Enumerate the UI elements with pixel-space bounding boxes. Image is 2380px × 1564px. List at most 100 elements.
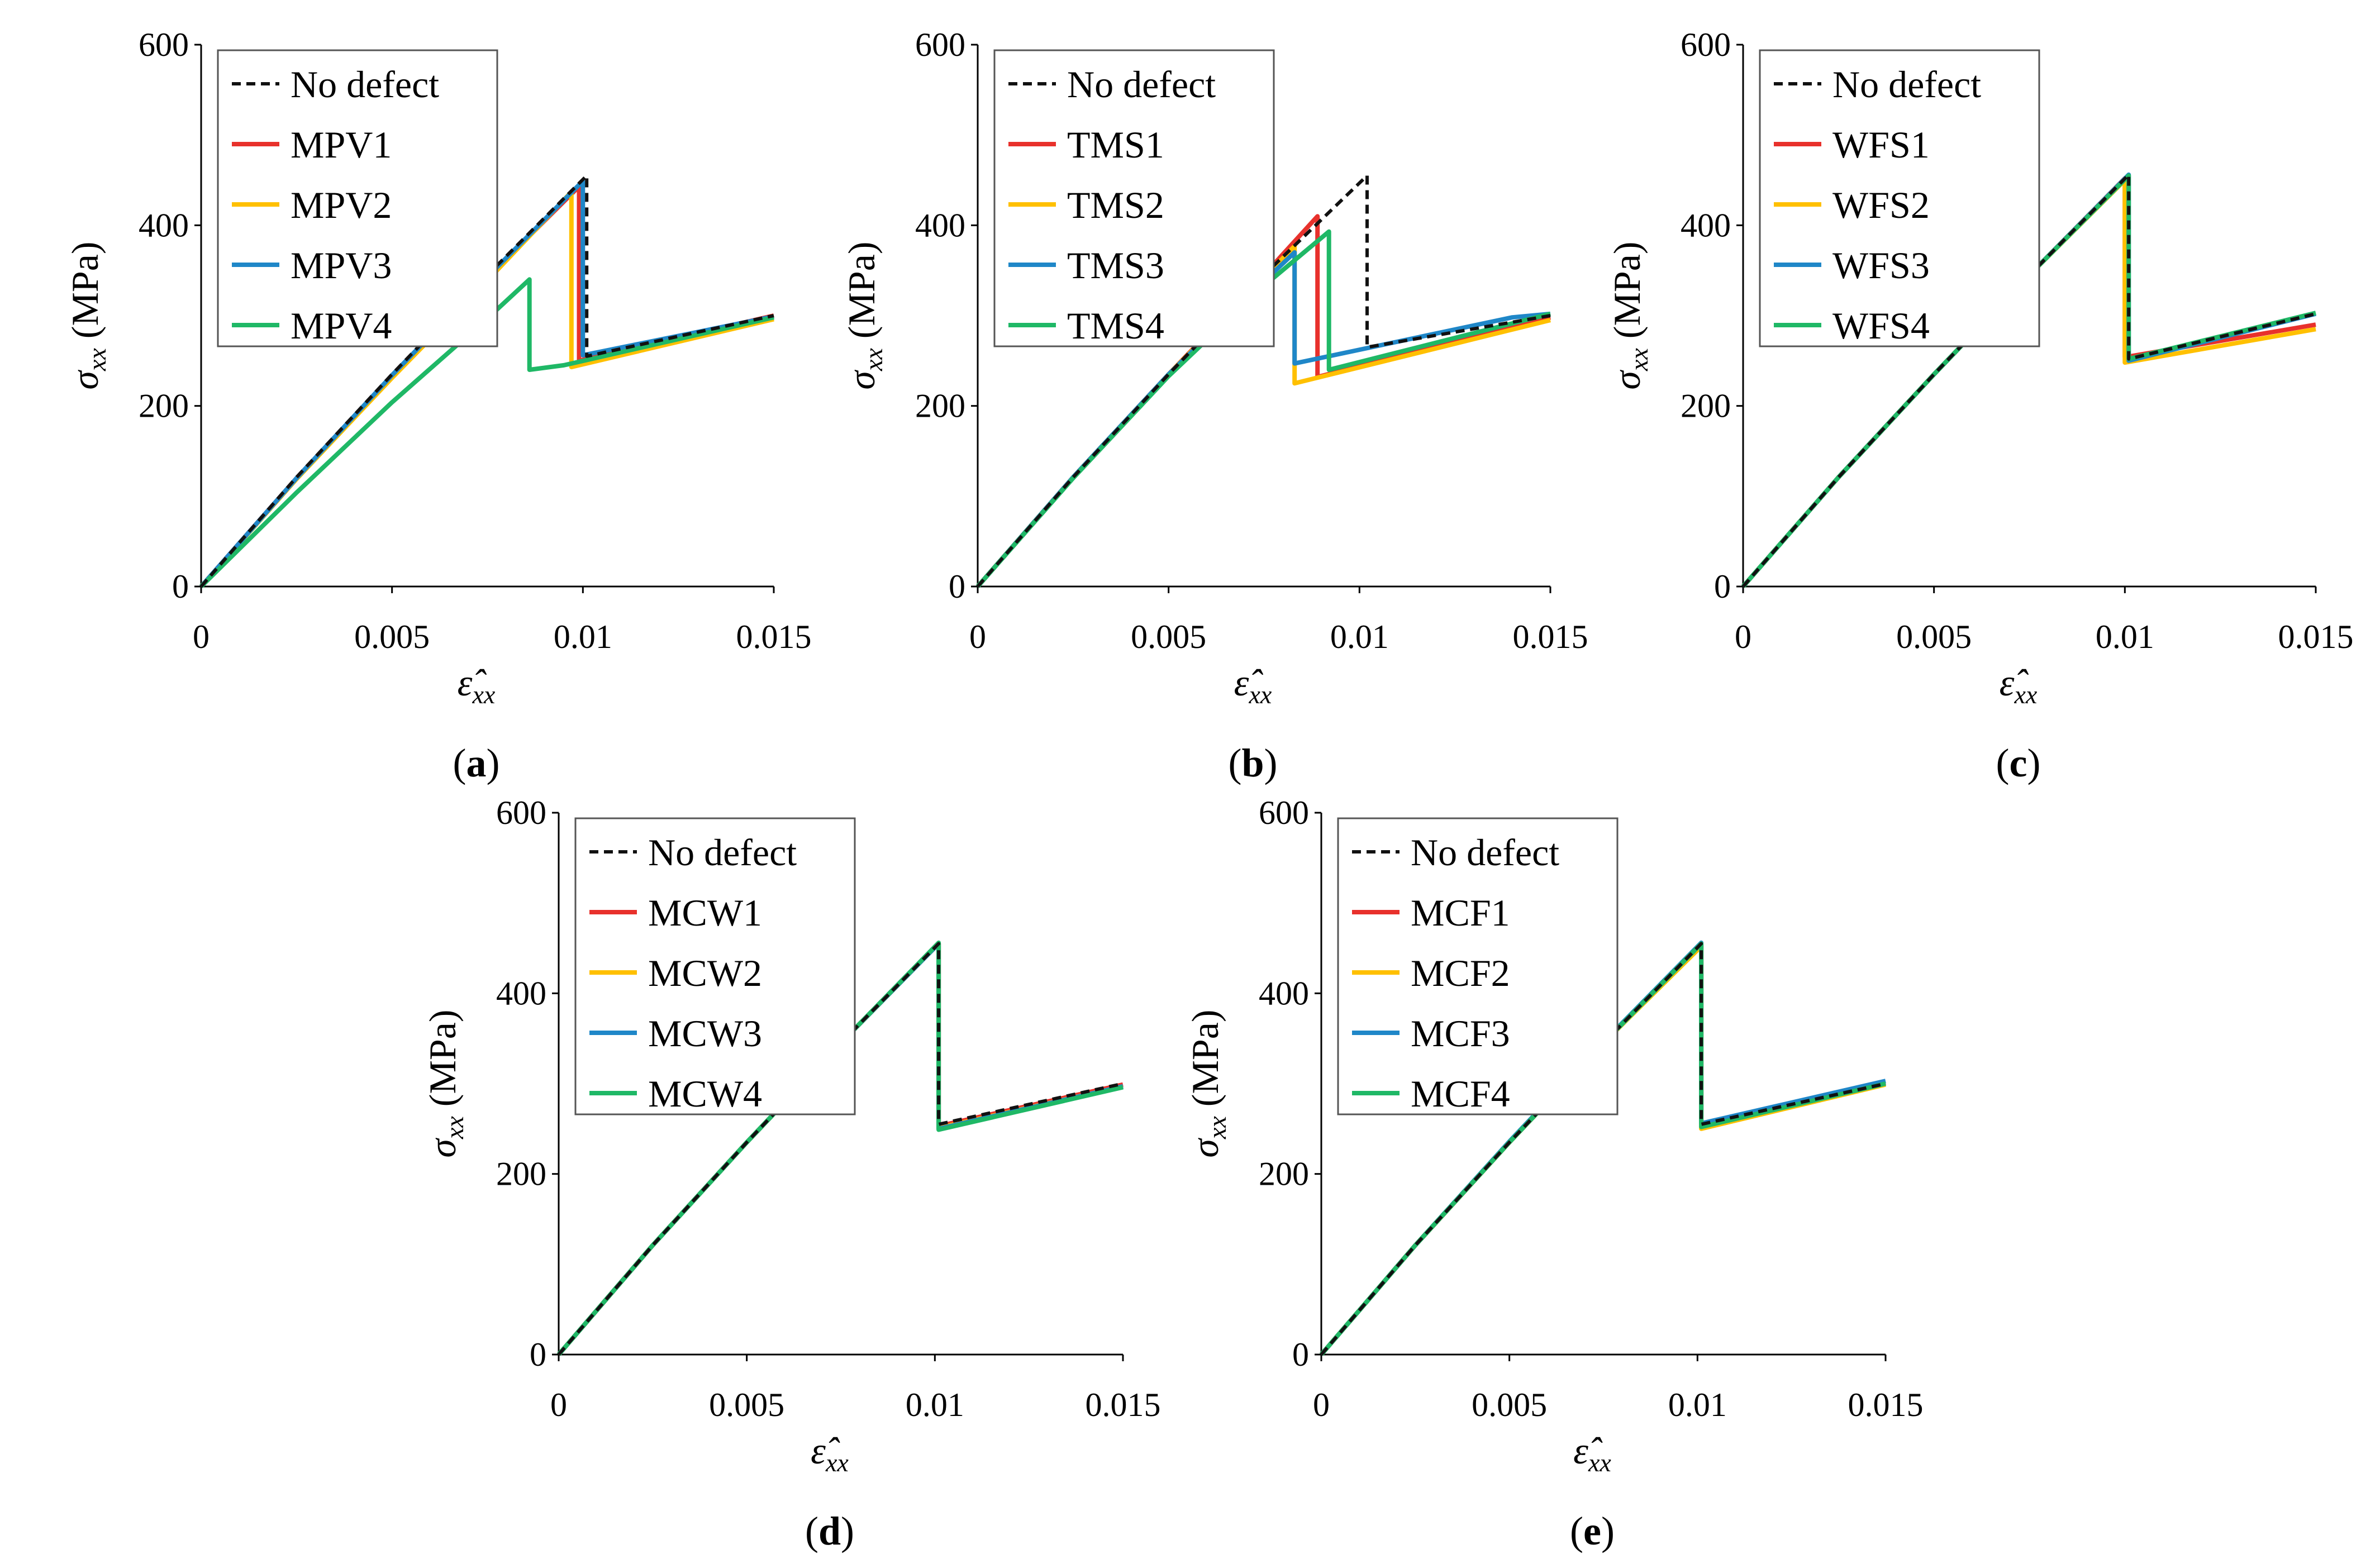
y-axis-subscript: xx bbox=[1625, 348, 1653, 371]
x-axis-label: ε̂xx bbox=[1234, 661, 1272, 709]
x-tick-label: 0 bbox=[969, 618, 986, 655]
legend-label: No defect bbox=[1067, 63, 1216, 106]
y-tick-label: 400 bbox=[1681, 207, 1731, 244]
panel-label: (c) bbox=[1996, 741, 2041, 785]
x-axis-subscript: xx bbox=[472, 680, 495, 709]
legend-label: MPV1 bbox=[291, 123, 392, 166]
legend-label: MCW1 bbox=[648, 891, 762, 934]
legend-label: WFS4 bbox=[1832, 304, 1930, 347]
legend-label: MCW3 bbox=[648, 1012, 762, 1055]
y-axis-subscript: xx bbox=[859, 348, 888, 371]
x-tick-label: 0.005 bbox=[1131, 618, 1206, 655]
y-tick-label: 200 bbox=[496, 1156, 546, 1193]
y-axis-unit: (MPa) bbox=[1606, 241, 1648, 348]
legend-label: MCF3 bbox=[1411, 1012, 1510, 1055]
legend-box bbox=[217, 49, 498, 347]
legend-label: No defect bbox=[1411, 831, 1559, 874]
y-tick-label: 0 bbox=[172, 568, 189, 605]
legend-label: MCW4 bbox=[648, 1072, 762, 1115]
y-tick-label: 600 bbox=[496, 794, 546, 831]
y-axis-label: σxx (MPa) bbox=[1606, 241, 1653, 389]
y-tick-label: 0 bbox=[949, 568, 965, 605]
x-axis-subscript: xx bbox=[1588, 1448, 1611, 1477]
x-tick-label: 0.01 bbox=[1668, 1386, 1727, 1423]
x-tick-label: 0.015 bbox=[1086, 1386, 1161, 1423]
legend-label: No defect bbox=[291, 63, 439, 106]
legend-label: TMS3 bbox=[1067, 244, 1164, 287]
legend-box bbox=[1759, 49, 2040, 347]
y-tick-label: 600 bbox=[1259, 794, 1309, 831]
panel-label: (a) bbox=[453, 741, 500, 785]
y-tick-label: 0 bbox=[1714, 568, 1731, 605]
legend-box bbox=[1337, 817, 1619, 1115]
y-tick-label: 200 bbox=[1259, 1156, 1309, 1193]
x-tick-label: 0.015 bbox=[1848, 1386, 1924, 1423]
y-tick-label: 200 bbox=[915, 388, 965, 425]
y-axis-symbol: σ bbox=[421, 1138, 464, 1158]
x-tick-label: 0.005 bbox=[354, 618, 430, 655]
y-tick-label: 600 bbox=[1681, 26, 1731, 63]
x-axis-subscript: xx bbox=[825, 1448, 849, 1477]
y-axis-subscript: xx bbox=[1203, 1116, 1231, 1139]
legend-label: MCF2 bbox=[1411, 952, 1510, 994]
x-axis-label: ε̂xx bbox=[458, 661, 496, 709]
x-tick-label: 0 bbox=[550, 1386, 567, 1423]
y-axis-symbol: σ bbox=[64, 370, 106, 390]
legend-box bbox=[993, 49, 1275, 347]
x-tick-label: 0.01 bbox=[554, 618, 612, 655]
legend-label: MPV2 bbox=[291, 184, 392, 226]
x-tick-label: 0.005 bbox=[1896, 618, 1972, 655]
y-axis-unit: (MPa) bbox=[1184, 1009, 1226, 1116]
x-tick-label: 0.01 bbox=[1330, 618, 1389, 655]
y-axis-label: σxx (MPa) bbox=[64, 241, 111, 389]
y-tick-label: 400 bbox=[1259, 975, 1309, 1012]
y-axis-subscript: xx bbox=[83, 348, 111, 371]
panel-label: (b) bbox=[1228, 741, 1277, 785]
legend-label: MPV4 bbox=[291, 304, 392, 347]
chart-panel-c: 0 200 400 600 0 0.005 0.01 0.015 No defect WFS1 WF… bbox=[1606, 26, 2354, 785]
x-axis-subscript: xx bbox=[1248, 680, 1272, 709]
y-axis-label: σxx (MPa) bbox=[421, 1009, 469, 1157]
series-line-mpv4 bbox=[199, 277, 774, 588]
chart-panel-e: 0 200 400 600 0 0.005 0.01 0.015 No defect MCF1 MC… bbox=[1184, 794, 1924, 1553]
x-tick-label: 0.015 bbox=[736, 618, 812, 655]
y-tick-label: 400 bbox=[496, 975, 546, 1012]
x-axis-subscript: xx bbox=[2014, 680, 2037, 709]
x-tick-label: 0.01 bbox=[906, 1386, 964, 1423]
x-axis-label: ε̂xx bbox=[1573, 1429, 1611, 1477]
y-tick-label: 0 bbox=[1292, 1336, 1309, 1373]
y-axis-subscript: xx bbox=[440, 1116, 469, 1139]
y-tick-label: 400 bbox=[915, 207, 965, 244]
chart-panel-b: 0 200 400 600 0 0.005 0.01 0.015 No defect TMS1 TM… bbox=[840, 26, 1588, 785]
legend-label: No defect bbox=[1832, 63, 1981, 106]
y-tick-label: 200 bbox=[139, 388, 189, 425]
y-tick-label: 400 bbox=[139, 207, 189, 244]
y-tick-label: 200 bbox=[1681, 388, 1731, 425]
legend-label: WFS1 bbox=[1832, 123, 1930, 166]
x-tick-label: 0.005 bbox=[709, 1386, 784, 1423]
y-tick-label: 600 bbox=[915, 26, 965, 63]
legend-label: MCW2 bbox=[648, 952, 762, 994]
y-tick-label: 0 bbox=[530, 1336, 546, 1373]
x-tick-label: 0.005 bbox=[1472, 1386, 1547, 1423]
y-axis-symbol: σ bbox=[1606, 370, 1648, 390]
legend-label: TMS2 bbox=[1067, 184, 1164, 226]
legend-label: No defect bbox=[648, 831, 797, 874]
chart-panel-a: 0 200 400 600 0 0.005 0.01 0.015 No defect MPV1 MP… bbox=[64, 26, 812, 785]
y-axis-symbol: σ bbox=[840, 370, 883, 390]
y-tick-label: 600 bbox=[139, 26, 189, 63]
x-axis-label: ε̂xx bbox=[2000, 661, 2038, 709]
x-axis-label: ε̂xx bbox=[811, 1429, 849, 1477]
x-tick-label: 0.01 bbox=[2096, 618, 2154, 655]
panel-label: (e) bbox=[1570, 1509, 1615, 1553]
legend-label: TMS4 bbox=[1067, 304, 1164, 347]
y-axis-label: σxx (MPa) bbox=[1184, 1009, 1231, 1157]
legend-label: WFS2 bbox=[1832, 184, 1930, 226]
chart-panel-d: 0 200 400 600 0 0.005 0.01 0.015 No defect MCW1 MC… bbox=[421, 794, 1161, 1553]
legend-label: MPV3 bbox=[291, 244, 392, 287]
x-tick-label: 0 bbox=[193, 618, 210, 655]
legend-box bbox=[574, 817, 856, 1115]
y-axis-unit: (MPa) bbox=[64, 241, 106, 348]
y-axis-symbol: σ bbox=[1184, 1138, 1226, 1158]
